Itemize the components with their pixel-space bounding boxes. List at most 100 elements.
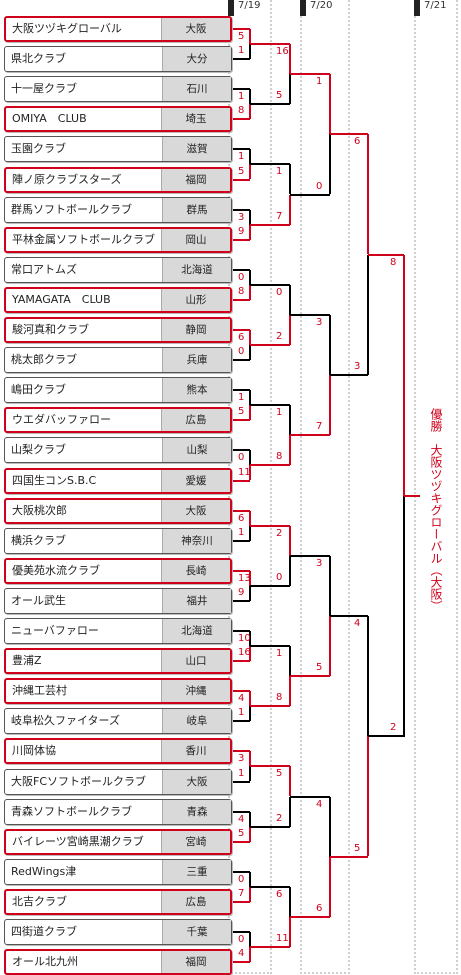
team-name: 優美苑水流クラブ	[12, 564, 100, 577]
connector-line	[250, 224, 290, 226]
connector-line	[249, 390, 251, 405]
connector-line	[232, 961, 250, 963]
team-entry: 沖縄工芸村 沖縄	[4, 678, 232, 704]
score-bottom: 7	[276, 211, 283, 222]
connector-line	[249, 270, 251, 285]
team-entry: 桃太郎クラブ 兵庫	[4, 347, 232, 373]
connector-line	[249, 571, 251, 586]
team-name: 四街道クラブ	[11, 925, 77, 938]
connector-line	[249, 210, 251, 225]
connector-line	[249, 932, 251, 947]
score-bottom: 0	[238, 346, 245, 357]
score-bottom: 2	[390, 722, 397, 733]
connector-line	[249, 149, 251, 164]
team-name: 群馬ソフトボールクラブ	[11, 203, 132, 216]
team-entry: 川岡体協 香川	[4, 738, 232, 764]
team-name: 川岡体協	[12, 744, 56, 757]
team-entry: 優美苑水流クラブ 長崎	[4, 558, 232, 584]
team-entry: 豊浦Z 山口	[4, 648, 232, 674]
team-prefecture: 大阪	[161, 18, 230, 40]
connector-line	[249, 706, 251, 721]
connector-line	[249, 646, 251, 661]
connector-line	[249, 225, 251, 240]
connector-line	[249, 947, 251, 962]
team-prefecture: 兵庫	[162, 348, 231, 372]
score-bottom: 1	[238, 707, 245, 718]
connector-line	[232, 118, 250, 120]
connector-line	[290, 73, 330, 75]
connector-line	[232, 359, 250, 361]
connector-line	[250, 886, 290, 888]
team-name: 大阪ツヅキグローバル	[12, 22, 122, 35]
score-bottom: 2	[276, 331, 283, 342]
connector-line	[232, 600, 250, 602]
team-prefecture: 熊本	[162, 378, 231, 402]
connector-line	[249, 691, 251, 706]
team-prefecture: 山形	[161, 289, 230, 311]
score-top: 0	[276, 287, 283, 298]
team-name: 県北クラブ	[11, 52, 66, 65]
connector-line	[289, 164, 291, 194]
score-bottom: 7	[238, 888, 245, 899]
connector-line	[232, 389, 250, 391]
connector-line	[250, 826, 290, 828]
team-name: 四国生コンS.B.C	[12, 474, 97, 487]
team-name: 十一屋クラブ	[11, 82, 77, 95]
connector-line	[249, 766, 251, 781]
date-label-1: 7/19	[238, 0, 261, 11]
team-prefecture: 神奈川	[162, 529, 231, 553]
score-top: 4	[316, 799, 323, 810]
team-entry: 横浜クラブ 神奈川	[4, 528, 232, 554]
team-name: 大阪FCソフトボールクラブ	[11, 775, 147, 788]
connector-line	[289, 285, 291, 315]
connector-line	[249, 345, 251, 360]
score-top: 1	[316, 76, 323, 87]
team-prefecture: 大阪	[162, 770, 231, 794]
score-top: 3	[316, 558, 323, 569]
connector-line	[232, 540, 250, 542]
connector-line	[330, 133, 368, 135]
connector-line	[330, 374, 368, 376]
team-entry: 県北クラブ 大分	[4, 46, 232, 72]
champion-line	[404, 495, 420, 497]
score-top: 1	[276, 648, 283, 659]
score-bottom: 11	[276, 933, 289, 944]
connector-line	[329, 74, 331, 134]
connector-line	[232, 841, 250, 843]
team-entry: 北吉クラブ 広島	[4, 889, 232, 915]
score-top: 6	[238, 513, 245, 524]
connector-line	[249, 44, 251, 59]
score-top: 6	[354, 136, 361, 147]
team-name: 玉園クラブ	[11, 142, 66, 155]
connector-line	[250, 585, 290, 587]
team-name: 山梨クラブ	[11, 443, 66, 456]
date-tick	[228, 0, 234, 16]
score-bottom: 5	[238, 406, 245, 417]
team-prefecture: 福岡	[161, 951, 230, 973]
team-entry: オール武生 福井	[4, 588, 232, 614]
team-entry: 大阪FCソフトボールクラブ 大阪	[4, 769, 232, 795]
team-entry: YAMAGATA CLUB 山形	[4, 287, 232, 313]
score-bottom: 5	[316, 662, 323, 673]
score-top: 10	[238, 633, 251, 644]
connector-line	[249, 450, 251, 465]
team-entry: 嶋田クラブ 熊本	[4, 377, 232, 403]
date-tick	[414, 0, 420, 16]
connector-line	[249, 526, 251, 541]
score-top: 1	[276, 166, 283, 177]
connector-line	[330, 615, 368, 617]
connector-line	[249, 104, 251, 119]
connector-line	[329, 375, 331, 435]
connector-line	[250, 464, 290, 466]
connector-line	[289, 405, 291, 435]
connector-line	[289, 74, 291, 104]
connector-line	[290, 675, 330, 677]
connector-line	[232, 750, 250, 752]
connector-line	[249, 827, 251, 842]
score-top: 6	[276, 889, 283, 900]
connector-line	[249, 751, 251, 766]
connector-line	[329, 616, 331, 676]
score-top: 3	[238, 212, 245, 223]
connector-line	[232, 299, 250, 301]
score-top: 0	[238, 272, 245, 283]
